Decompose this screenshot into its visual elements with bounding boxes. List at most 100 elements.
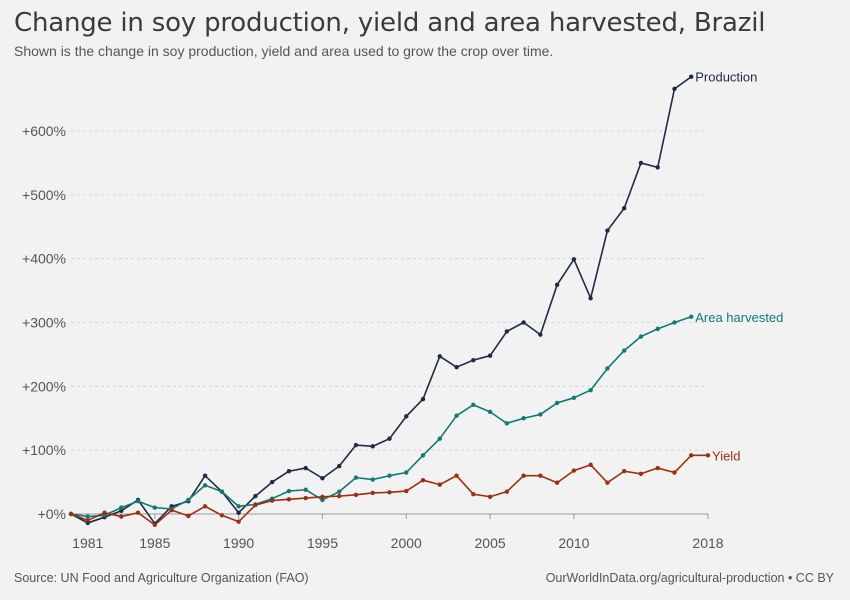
production-point	[487, 353, 493, 358]
production-point	[571, 257, 577, 262]
production-point	[353, 442, 359, 448]
yield-point	[202, 504, 208, 509]
production-point	[588, 296, 593, 301]
production-point	[286, 469, 292, 474]
yield-point	[504, 489, 510, 494]
production-point	[672, 86, 677, 92]
production-point	[554, 282, 560, 288]
yield-point	[554, 480, 560, 485]
yield-point	[119, 514, 124, 519]
production-point	[337, 463, 342, 469]
area-harvested-point	[404, 470, 409, 475]
production-point	[269, 479, 275, 485]
series-lines	[68, 74, 711, 528]
area-harvested-point	[605, 366, 610, 371]
x-axis: 1981 1985 1990 1995 2000 2005 2010 2018	[71, 513, 724, 551]
chart-title: Change in soy production, yield and area…	[14, 8, 766, 38]
yield-point	[538, 473, 543, 478]
area-harvested-point	[521, 416, 526, 421]
production-point	[437, 354, 442, 359]
production-point	[370, 444, 375, 449]
x-tick-label: 2010	[558, 535, 589, 551]
production-point	[521, 320, 526, 325]
production-point	[202, 473, 208, 478]
x-tick-label: 1981	[72, 535, 103, 551]
yield-point	[705, 453, 711, 458]
production-line	[70, 76, 692, 525]
y-tick-label: +0%	[38, 506, 66, 522]
yield-point	[437, 482, 442, 487]
area-harvested-point	[471, 402, 476, 408]
yield-label: Yield	[712, 448, 740, 463]
source-note: Source: UN Food and Agriculture Organiza…	[14, 571, 309, 585]
yield-point	[353, 492, 359, 498]
production-point	[253, 493, 258, 499]
yield-point	[521, 473, 526, 478]
production-point	[605, 228, 610, 233]
y-tick-label: +600%	[22, 123, 66, 139]
x-tick-label: 2005	[475, 535, 506, 551]
gridlines	[71, 130, 708, 451]
production-point	[638, 160, 644, 166]
area-harvested-point	[689, 314, 694, 319]
yield-point	[236, 519, 241, 524]
production-point	[621, 206, 627, 211]
area-harvested-point	[672, 320, 677, 325]
yield-point	[621, 469, 627, 474]
production-point	[471, 357, 476, 363]
yield-point	[420, 477, 426, 483]
production-point	[420, 396, 426, 402]
production-point	[320, 476, 325, 481]
y-tick-label: +300%	[22, 315, 66, 331]
area-harvested-point	[85, 514, 90, 519]
production-point	[387, 436, 392, 441]
area-harvested-point	[219, 489, 225, 494]
area-harvested-point	[186, 497, 191, 503]
yield-point	[370, 490, 375, 496]
yield-point	[320, 494, 325, 499]
area-harvested-point	[437, 436, 442, 441]
yield-point	[303, 495, 308, 501]
area-harvested-label: Area harvested	[695, 310, 783, 325]
yield-point	[387, 490, 392, 495]
yield-point	[487, 494, 493, 499]
y-tick-label: +100%	[22, 442, 66, 458]
yield-point	[638, 471, 644, 476]
y-tick-label: +400%	[22, 251, 66, 267]
yield-point	[337, 493, 342, 499]
yield-point	[85, 518, 90, 523]
area-harvested-point	[387, 473, 392, 478]
yield-point	[655, 465, 660, 471]
area-harvested-point	[621, 348, 627, 353]
area-harvested-point	[420, 453, 426, 458]
production-point	[538, 332, 543, 337]
x-tick-label: 1995	[307, 535, 338, 551]
area-harvested-point	[202, 483, 208, 488]
yield-point	[605, 480, 610, 485]
production-label: Production	[695, 70, 757, 85]
yield-point	[571, 468, 577, 473]
area-harvested-point	[454, 413, 459, 418]
yield-point	[286, 497, 292, 502]
area-harvested-point	[487, 409, 493, 415]
x-tick-label: 1990	[223, 535, 254, 551]
yield-point	[219, 513, 225, 518]
x-tick-label: 2000	[391, 535, 422, 551]
production-point	[119, 508, 124, 514]
area-harvested-point	[119, 505, 124, 510]
x-tick-label: 2018	[692, 535, 723, 551]
area-harvested-point	[571, 395, 577, 401]
area-harvested-line	[70, 315, 692, 518]
area-harvested-point	[588, 387, 593, 393]
yield-point	[135, 510, 141, 515]
area-harvested-point	[538, 412, 543, 417]
credit-link[interactable]: OurWorldInData.org/agricultural-producti…	[545, 571, 834, 585]
area-harvested-point	[236, 504, 241, 509]
yield-point	[471, 492, 476, 497]
area-harvested-point	[337, 489, 342, 494]
yield-point	[102, 510, 107, 515]
production-point	[504, 329, 510, 334]
area-harvested-point	[353, 475, 359, 480]
yield-point	[269, 498, 275, 503]
yield-point	[672, 470, 677, 475]
